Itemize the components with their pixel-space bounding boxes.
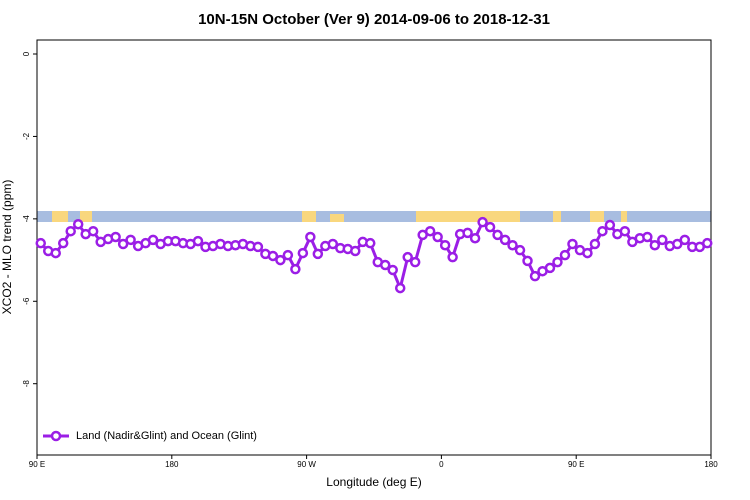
data-point	[619, 225, 631, 237]
land-patch	[330, 214, 344, 222]
data-point	[387, 264, 398, 276]
x-tick-label: 180	[165, 460, 179, 469]
data-point	[514, 244, 526, 256]
data-point	[57, 237, 69, 249]
data-point	[350, 245, 361, 257]
data-point	[35, 237, 46, 249]
data-point	[402, 251, 413, 263]
data-point	[559, 249, 571, 261]
data-point	[305, 231, 316, 243]
y-axis-label: XCO2 - MLO trend (ppm)	[0, 180, 14, 315]
data-point	[365, 237, 376, 249]
land-patch	[80, 211, 92, 222]
data-point	[552, 256, 563, 268]
land-patch	[590, 211, 604, 222]
data-point	[297, 247, 309, 259]
land-patch	[621, 211, 627, 222]
x-tick-label: 180	[704, 460, 718, 469]
data-point	[529, 270, 541, 282]
data-point	[432, 231, 443, 243]
y-tick-label: 0	[22, 51, 31, 56]
data-point	[110, 231, 121, 243]
data-point	[424, 225, 436, 237]
land-patch	[302, 211, 316, 222]
y-tick-label: -6	[22, 297, 31, 305]
y-tick-label: -8	[22, 380, 31, 388]
data-point	[544, 262, 556, 274]
data-point	[589, 238, 601, 250]
data-point	[409, 256, 421, 268]
data-point	[379, 259, 391, 271]
data-point	[267, 250, 279, 262]
land-patch	[416, 211, 520, 222]
data-point	[87, 225, 99, 237]
data-point	[672, 238, 683, 250]
data-point	[462, 227, 473, 239]
data-point	[499, 234, 511, 246]
land-patch	[52, 211, 68, 222]
data-point	[522, 255, 533, 267]
data-point	[125, 234, 136, 246]
data-point	[394, 282, 406, 294]
data-point	[327, 238, 339, 250]
data-point	[469, 232, 481, 244]
data-point	[567, 238, 578, 250]
data-point	[447, 251, 458, 263]
data-point	[657, 234, 668, 246]
data-point	[679, 234, 691, 246]
data-point	[484, 221, 496, 233]
y-tick-label: -4	[22, 215, 31, 223]
x-tick-label: 90 E	[568, 460, 584, 469]
x-tick-label: 0	[439, 460, 444, 469]
data-point	[642, 231, 653, 243]
data-point	[582, 247, 593, 259]
chart-title: 10N-15N October (Ver 9) 2014-09-06 to 20…	[198, 11, 550, 28]
data-point	[290, 263, 301, 275]
data-point	[439, 239, 451, 251]
data-point	[192, 235, 204, 247]
legend-label: Land (Nadir&Glint) and Ocean (Glint)	[76, 430, 257, 442]
data-point	[252, 241, 264, 253]
data-point	[597, 225, 608, 237]
land-mask-strip	[37, 211, 711, 222]
data-point	[649, 239, 661, 251]
data-point	[50, 247, 61, 259]
x-axis-label: Longitude (deg E)	[326, 475, 421, 489]
data-point	[492, 229, 503, 241]
ocean-strip	[37, 211, 711, 222]
data-point	[477, 216, 488, 228]
data-point	[312, 248, 324, 260]
data-point	[702, 237, 713, 249]
data-point	[507, 239, 518, 251]
data-point	[117, 238, 129, 250]
data-point	[72, 218, 84, 230]
data-point	[65, 225, 76, 237]
y-tick-label: -2	[22, 132, 31, 140]
data-point	[275, 254, 286, 266]
data-point	[604, 219, 616, 231]
legend-marker	[50, 430, 62, 442]
plot-frame	[36, 39, 712, 456]
x-tick-label: 90 W	[297, 460, 316, 469]
data-point	[282, 249, 294, 261]
land-patch	[553, 211, 561, 222]
data-point	[147, 234, 159, 246]
x-tick-label: 90 E	[29, 460, 45, 469]
